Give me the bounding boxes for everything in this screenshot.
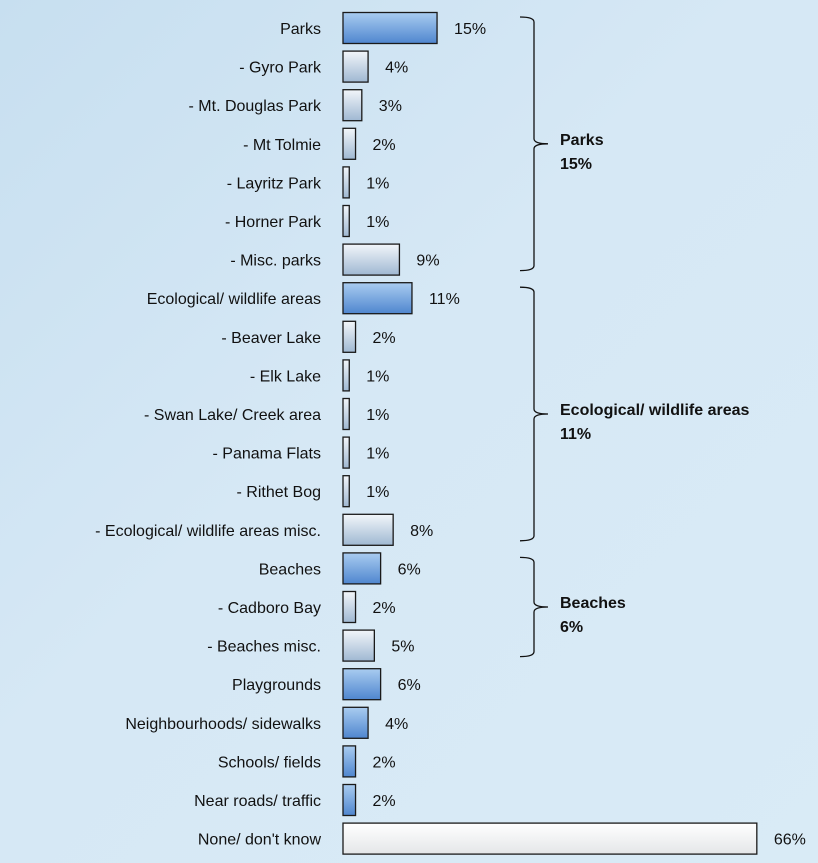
group-title: Ecological/ wildlife areas bbox=[560, 402, 750, 419]
category-label: - Elk Lake bbox=[250, 368, 321, 385]
value-labels: 15% 4% 3% 2% 1% 1% 9% 11% 2% 1% 1% 1% 1% 8% 6% 2% 5% 6% 4%… bbox=[366, 21, 806, 849]
category-label: Near roads/ traffic bbox=[194, 793, 321, 810]
category-label: - Ecological/ wildlife areas misc. bbox=[95, 523, 321, 540]
bar-gyro-park bbox=[342, 50, 369, 83]
bar-rithet-bog bbox=[342, 475, 350, 508]
bar-elk-lake bbox=[342, 359, 350, 392]
category-label: - Mt. Douglas Park bbox=[189, 98, 322, 115]
value-label: 8% bbox=[410, 523, 433, 540]
value-label: 1% bbox=[366, 484, 389, 501]
group-value: 11% bbox=[560, 426, 591, 443]
category-label: - Beaches misc. bbox=[207, 639, 321, 656]
brace-ecological-wildlife-areas bbox=[519, 286, 549, 542]
bar-near-roads-traffic bbox=[342, 783, 357, 817]
bars-layer bbox=[342, 11, 758, 855]
category-label: - Gyro Park bbox=[239, 60, 322, 77]
value-label: 4% bbox=[385, 716, 408, 733]
category-label: - Layritz Park bbox=[227, 175, 322, 192]
group-braces: Parks 15% Ecological/ wildlife areas 11% Bea… bbox=[519, 16, 750, 658]
value-label: 1% bbox=[366, 407, 389, 424]
bar-horner-park bbox=[342, 204, 350, 238]
category-label: None/ don't know bbox=[198, 832, 322, 849]
bar-beaches bbox=[342, 552, 382, 585]
value-label: 1% bbox=[366, 175, 389, 192]
group-title: Parks bbox=[560, 132, 604, 149]
value-label: 11% bbox=[429, 291, 460, 308]
category-label: Ecological/ wildlife areas bbox=[147, 291, 321, 308]
value-label: 6% bbox=[398, 677, 421, 694]
value-label: 66% bbox=[774, 832, 806, 849]
value-label: 2% bbox=[373, 600, 396, 617]
category-label: - Rithet Bog bbox=[237, 484, 321, 501]
value-label: 2% bbox=[373, 330, 396, 347]
category-label: - Misc. parks bbox=[230, 253, 321, 270]
value-label: 3% bbox=[379, 98, 402, 115]
bar-none-don-t-know bbox=[342, 822, 758, 855]
value-label: 15% bbox=[454, 21, 486, 38]
bar-schools-fields bbox=[342, 745, 357, 778]
value-label: 1% bbox=[366, 446, 389, 463]
category-label: Schools/ fields bbox=[218, 754, 321, 771]
bar-beaver-lake bbox=[342, 320, 357, 353]
value-label: 6% bbox=[398, 561, 421, 578]
value-label: 5% bbox=[391, 639, 414, 656]
brace-parks bbox=[519, 16, 549, 272]
bar-panama-flats bbox=[342, 436, 350, 469]
brace-beaches bbox=[519, 556, 549, 658]
bar-swan-lake-creek-area bbox=[342, 397, 350, 431]
category-label: Beaches bbox=[259, 561, 321, 578]
bar-neighbourhoods-sidewalks bbox=[342, 706, 369, 739]
value-label: 1% bbox=[366, 368, 389, 385]
category-label: - Swan Lake/ Creek area bbox=[144, 407, 321, 424]
value-label: 2% bbox=[373, 137, 396, 154]
category-label: Playgrounds bbox=[232, 677, 321, 694]
category-label: - Cadboro Bay bbox=[218, 600, 321, 617]
bar-layritz-park bbox=[342, 166, 350, 199]
category-label: Neighbourhoods/ sidewalks bbox=[125, 716, 321, 733]
value-label: 9% bbox=[416, 253, 439, 270]
bar-mt-douglas-park bbox=[342, 89, 363, 122]
category-label: - Panama Flats bbox=[213, 446, 321, 463]
bar-misc-parks bbox=[342, 243, 401, 276]
category-label: - Horner Park bbox=[225, 214, 322, 231]
category-label: - Beaver Lake bbox=[221, 330, 321, 347]
bar-cadboro-bay bbox=[342, 590, 357, 624]
value-label: 4% bbox=[385, 60, 408, 77]
bar-beaches-misc bbox=[342, 629, 376, 662]
bar-parks bbox=[342, 11, 438, 45]
value-label: 2% bbox=[373, 754, 396, 771]
group-value: 6% bbox=[560, 619, 583, 636]
category-label: - Mt Tolmie bbox=[243, 137, 321, 154]
bar-playgrounds bbox=[342, 668, 382, 701]
category-label: Parks bbox=[280, 21, 321, 38]
bar-mt-tolmie bbox=[342, 127, 357, 160]
group-title: Beaches bbox=[560, 595, 626, 612]
bar-ecological-wildlife-areas bbox=[342, 282, 413, 315]
group-value: 15% bbox=[560, 156, 592, 173]
value-label: 1% bbox=[366, 214, 389, 231]
bar-ecological-wildlife-areas-misc bbox=[342, 513, 394, 546]
category-labels: Parks - Gyro Park - Mt. Douglas Park - Mt T… bbox=[95, 21, 322, 849]
value-label: 2% bbox=[373, 793, 396, 810]
